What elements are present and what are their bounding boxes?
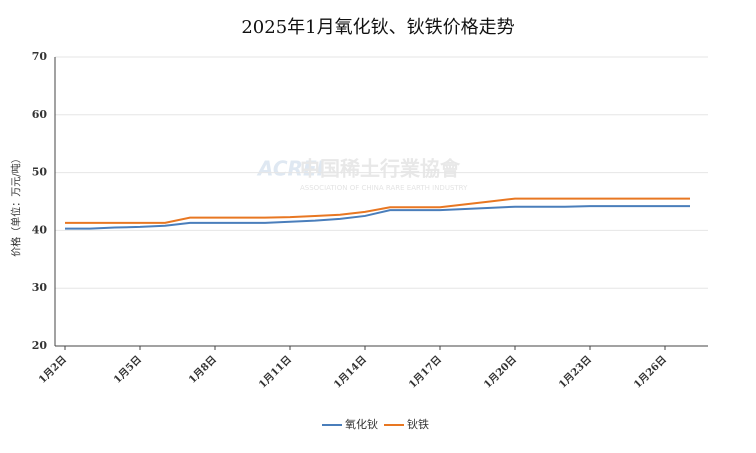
y-tick-label: 70 (32, 50, 48, 63)
x-tick-label: 1月2日 (36, 353, 68, 385)
x-tick-label: 1月26日 (632, 353, 669, 390)
x-tick-label: 1月11日 (257, 353, 294, 390)
y-tick-label: 50 (32, 166, 48, 179)
legend-label: 钬铁 (407, 417, 429, 431)
x-tick-label: 1月8日 (186, 353, 218, 385)
y-axis-label: 价格（单位：万元/吨） (10, 153, 23, 256)
watermark-logo: ACREI (256, 157, 325, 181)
x-tick-label: 1月20日 (482, 353, 519, 390)
y-tick-label: 20 (32, 339, 48, 352)
y-tick-label: 40 (32, 223, 48, 236)
x-tick-label: 1月5日 (111, 353, 143, 385)
series-line (65, 205, 690, 230)
watermark-subtitle: ASSOCIATION OF CHINA RARE EARTH INDUSTRY (300, 184, 468, 192)
y-tick-label: 30 (32, 281, 48, 294)
watermark-name: 中国稀土行業協會 (300, 157, 461, 181)
x-tick-label: 1月23日 (557, 353, 594, 390)
series-line (65, 197, 690, 224)
x-tick-label: 1月14日 (332, 353, 369, 390)
x-tick-label: 1月17日 (407, 353, 444, 390)
legend-label: 氧化钬 (345, 417, 378, 431)
y-tick-label: 60 (32, 108, 48, 121)
chart-title: 2025年1月氧化钬、钬铁价格走势 (241, 17, 514, 38)
